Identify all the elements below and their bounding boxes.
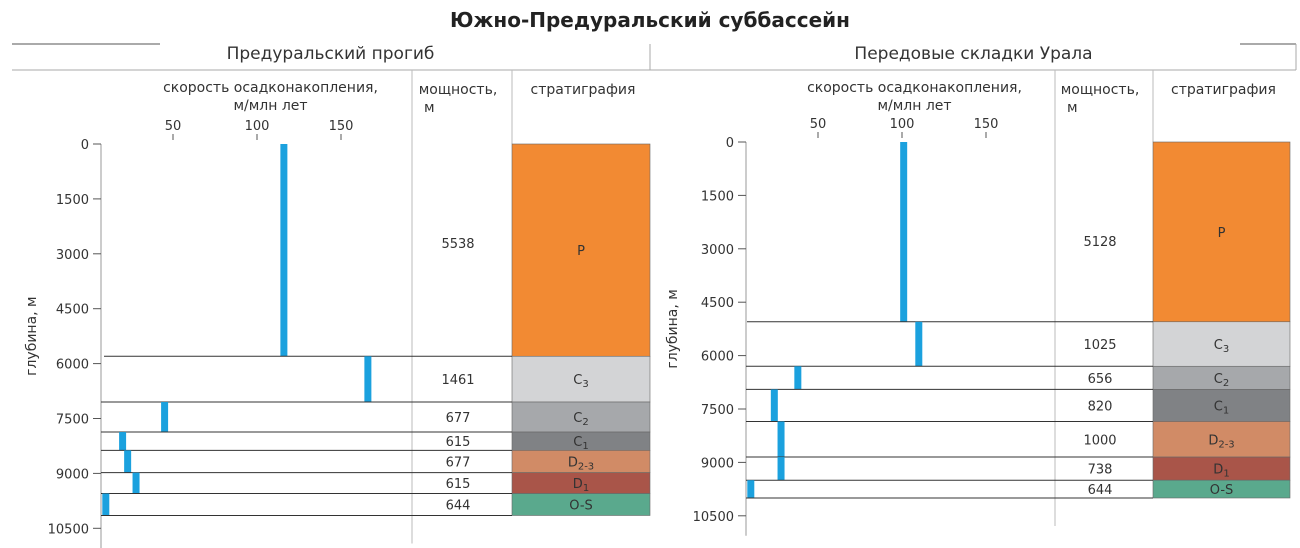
left-rate-bar [119, 432, 127, 451]
left-xlabel-line1: скорость осадконакопления, [163, 80, 378, 96]
right-ytick-label: 3000 [701, 243, 734, 258]
right-thickness-value: 1000 [1083, 433, 1116, 448]
right-ytick-label: 9000 [701, 456, 734, 471]
right-rate-bar [747, 480, 755, 498]
right-thickness-unit: м [1067, 100, 1078, 116]
right-strat-box [1152, 479, 1291, 499]
left-xlabel-line2: м/млн лет [233, 98, 307, 114]
left-strat-box [511, 493, 651, 516]
right-xlabel-line2: м/млн лет [877, 98, 951, 114]
right-rate-bar [794, 366, 802, 390]
left-xtick-label: 100 [245, 119, 270, 134]
right-ytick-label: 7500 [701, 403, 734, 418]
right-strat-header: стратиграфия [1171, 82, 1276, 98]
left-rate-bar [132, 472, 140, 494]
left-xtick-label: 50 [165, 119, 182, 134]
left-thickness-value: 677 [446, 456, 471, 471]
right-thickness-value: 5128 [1083, 235, 1116, 250]
left-strat-label: P [577, 244, 585, 259]
right-rate-bar [770, 389, 778, 422]
right-thickness-header: мощность, [1061, 82, 1140, 98]
left-strat-box [511, 355, 651, 403]
left-strat-label: O-S [569, 499, 593, 514]
left-xtick-label: 150 [329, 119, 354, 134]
right-rate-bar [777, 457, 785, 481]
left-ytick-label: 1500 [56, 193, 89, 208]
right-thickness-value: 656 [1088, 372, 1113, 387]
right-strat-label: O-S [1210, 483, 1234, 498]
left-ytick-label: 10500 [48, 522, 89, 537]
right-xtick-label: 50 [810, 117, 827, 132]
left-ylabel: глубина, м [24, 296, 40, 376]
right-ytick-label: 10500 [693, 510, 734, 525]
left-strat-box [511, 143, 651, 357]
left-thickness-value: 615 [446, 435, 471, 450]
right-rate-bar [777, 421, 785, 458]
right-ylabel: глубина, м [665, 289, 681, 369]
left-ytick-label: 9000 [56, 467, 89, 482]
right-rate-bar [915, 321, 923, 367]
left-rate-bar [280, 144, 288, 357]
right-xtick-label: 100 [890, 117, 915, 132]
right-xtick-label: 150 [974, 117, 999, 132]
right-strat-box [1152, 421, 1291, 458]
left-rate-bar [161, 402, 169, 433]
left-thickness-value: 5538 [441, 237, 474, 252]
right-rate-bar [900, 142, 908, 322]
left-rate-bar [364, 356, 372, 403]
left-strat-box [511, 401, 651, 433]
panel-title-right: Передовые складки Урала [854, 44, 1093, 64]
right-ytick-label: 1500 [701, 189, 734, 204]
left-rate-bar [102, 493, 110, 516]
right-thickness-value: 644 [1088, 483, 1113, 498]
left-thickness-unit: м [424, 100, 435, 116]
left-thickness-value: 644 [446, 499, 471, 514]
left-thickness-header: мощность, [419, 82, 498, 98]
left-ytick-label: 3000 [56, 248, 89, 263]
right-thickness-value: 738 [1088, 463, 1113, 478]
right-ytick-label: 6000 [701, 350, 734, 365]
right-ytick-label: 4500 [701, 296, 734, 311]
left-rate-bar [124, 450, 132, 473]
left-strat-header: стратиграфия [531, 82, 636, 98]
left-ytick-label: 4500 [56, 303, 89, 318]
panel-title-left: Предуральский прогиб [226, 44, 435, 64]
right-thickness-value: 1025 [1083, 338, 1116, 353]
left-ytick-label: 6000 [56, 358, 89, 373]
right-strat-box [1152, 321, 1291, 367]
right-strat-box [1152, 141, 1291, 323]
left-thickness-value: 1461 [441, 373, 474, 388]
left-thickness-value: 615 [446, 477, 471, 492]
page-title: Южно-Предуральский суббассейн [450, 8, 850, 32]
right-ytick-label: 0 [726, 136, 734, 151]
right-strat-label: P [1218, 226, 1226, 241]
right-thickness-value: 820 [1088, 399, 1113, 414]
right-xlabel-line1: скорость осадконакопления, [807, 80, 1022, 96]
left-thickness-value: 677 [446, 411, 471, 426]
left-ytick-label: 7500 [56, 413, 89, 428]
left-ytick-label: 0 [81, 138, 89, 153]
